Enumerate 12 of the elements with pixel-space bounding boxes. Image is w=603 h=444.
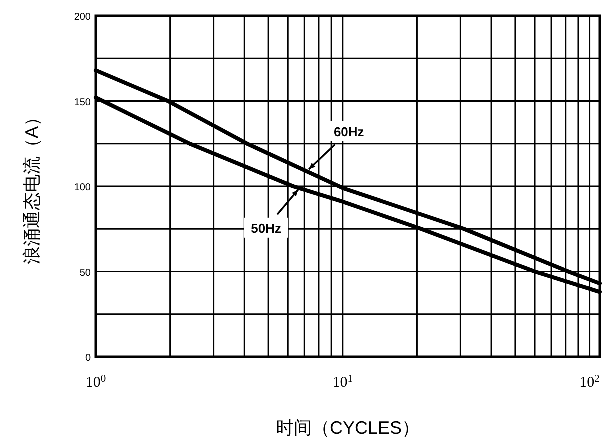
y-tick-label: 0 [85,353,92,364]
y-tick-label: 200 [74,12,92,23]
y-axis-title: 浪涌通态电流（A） [22,108,42,265]
y-tick-label: 50 [80,268,92,279]
y-tick-label: 100 [74,182,92,194]
x-tick-label: 10$^{1}$ [332,374,354,391]
annotation: 60Hz [334,124,365,140]
y-tick-label: 150 [74,97,92,108]
x-tick-label: 10$^{2}$ [580,374,600,391]
x-tick-label: 10$^{0}$ [86,374,106,391]
annotation: 50Hz [251,220,282,236]
x-axis-title: 时间（CYCLES） [276,418,420,438]
